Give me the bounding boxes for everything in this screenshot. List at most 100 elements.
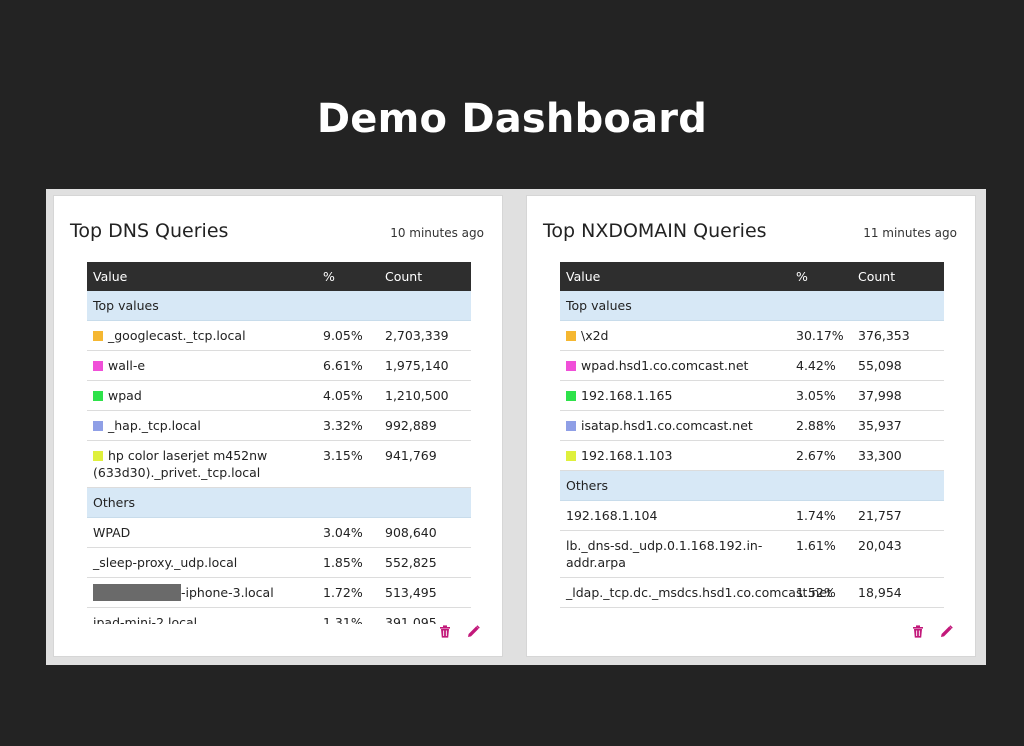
row-pct: 3.15% xyxy=(317,440,379,488)
table-row[interactable]: 192.168.1.103 2.67% 33,300 xyxy=(560,440,944,471)
row-value-text: _ldap._tcp.dc._msdcs.hsd1.co.comcast.net xyxy=(566,585,832,600)
table-row[interactable]: wpad 4.05% 1,210,500 xyxy=(87,380,471,411)
row-count: 55,098 xyxy=(852,350,944,381)
section-others: Others xyxy=(87,487,471,518)
row-value-text: WPAD xyxy=(93,525,131,540)
row-value-text: _hap._tcp.local xyxy=(108,418,201,433)
row-count: 513,495 xyxy=(379,577,471,608)
widget-actions xyxy=(439,625,480,638)
row-pct: 1.72% xyxy=(317,577,379,608)
row-value: isatap.hsd1.co.comcast.net xyxy=(560,410,790,441)
slide-title: Demo Dashboard xyxy=(316,96,708,142)
row-pct: 3.05% xyxy=(790,380,852,411)
table-body: Top values \x2d 30.17% 376,353 wpad.hsd1… xyxy=(560,291,944,608)
table-row[interactable]: wpad.hsd1.co.comcast.net 4.42% 55,098 xyxy=(560,350,944,381)
row-value-text: 192.168.1.103 xyxy=(581,448,673,463)
row-pct: 4.05% xyxy=(317,380,379,411)
row-value-text: 192.168.1.104 xyxy=(566,508,658,523)
row-value-text: wpad xyxy=(108,388,142,403)
row-value: 192.168.1.103 xyxy=(560,440,790,471)
row-count: 1,975,140 xyxy=(379,350,471,381)
table-container[interactable]: Value % Count Top values \x2d 30.17% 376… xyxy=(560,262,944,624)
row-pct: 4.42% xyxy=(790,350,852,381)
table-row[interactable]: 192.168.1.104 1.74% 21,757 xyxy=(560,500,944,531)
table-row[interactable]: -iphone-3.local 1.72% 513,495 xyxy=(87,577,471,608)
table-row[interactable]: \x2d 30.17% 376,353 xyxy=(560,320,944,351)
legend-swatch xyxy=(93,361,103,371)
row-value-text: lb._dns-sd._udp.0.1.168.192.in-addr.arpa xyxy=(566,538,763,570)
header-count[interactable]: Count xyxy=(852,262,944,291)
row-value: _sleep-proxy._udp.local xyxy=(87,547,317,578)
row-count: 391,095 xyxy=(379,607,471,624)
row-pct: 1.74% xyxy=(790,500,852,531)
table-row[interactable]: _sleep-proxy._udp.local 1.85% 552,825 xyxy=(87,547,471,578)
widget-top-dns-queries: Top DNS Queries 10 minutes ago Value % C… xyxy=(53,195,503,657)
row-count: 18,954 xyxy=(852,577,944,608)
section-label: Others xyxy=(560,470,944,501)
row-value: wall-e xyxy=(87,350,317,381)
header-pct[interactable]: % xyxy=(317,262,379,291)
table-row[interactable]: WPAD 3.04% 908,640 xyxy=(87,517,471,548)
row-count: 376,353 xyxy=(852,320,944,351)
row-value: \x2d xyxy=(560,320,790,351)
table-row[interactable]: lb._dns-sd._udp.0.1.168.192.in-addr.arpa… xyxy=(560,530,944,578)
header-value[interactable]: Value xyxy=(87,262,317,291)
row-value-text: _googlecast._tcp.local xyxy=(108,328,246,343)
row-value: wpad xyxy=(87,380,317,411)
row-count: 21,757 xyxy=(852,500,944,531)
row-value: ipad-mini-2.local xyxy=(87,607,317,624)
pencil-icon[interactable] xyxy=(467,625,480,638)
row-value-text: wall-e xyxy=(108,358,146,373)
legend-swatch xyxy=(566,421,576,431)
row-value: _hap._tcp.local xyxy=(87,410,317,441)
table-row[interactable]: hp color laserjet m452nw (633d30)._prive… xyxy=(87,440,471,488)
row-value: WPAD xyxy=(87,517,317,548)
row-pct: 1.85% xyxy=(317,547,379,578)
table-row[interactable]: 192.168.1.165 3.05% 37,998 xyxy=(560,380,944,411)
header-count[interactable]: Count xyxy=(379,262,471,291)
header-pct[interactable]: % xyxy=(790,262,852,291)
header-value[interactable]: Value xyxy=(560,262,790,291)
section-top-values: Top values xyxy=(87,291,471,321)
section-label: Top values xyxy=(87,291,471,321)
redacted-block xyxy=(93,584,181,601)
row-value: wpad.hsd1.co.comcast.net xyxy=(560,350,790,381)
row-pct: 2.67% xyxy=(790,440,852,471)
row-count: 37,998 xyxy=(852,380,944,411)
table-body: Top values _googlecast._tcp.local 9.05% … xyxy=(87,291,471,624)
row-value-text: wpad.hsd1.co.comcast.net xyxy=(581,358,749,373)
widget-top-nxdomain-queries: Top NXDOMAIN Queries 11 minutes ago Valu… xyxy=(526,195,976,657)
pencil-icon[interactable] xyxy=(940,625,953,638)
legend-swatch xyxy=(566,451,576,461)
legend-swatch xyxy=(566,391,576,401)
legend-swatch xyxy=(93,421,103,431)
trash-icon[interactable] xyxy=(439,625,451,638)
legend-swatch xyxy=(566,331,576,341)
row-count: 552,825 xyxy=(379,547,471,578)
widget-title: Top DNS Queries xyxy=(70,220,229,242)
table-header: Value % Count xyxy=(560,262,944,291)
trash-icon[interactable] xyxy=(912,625,924,638)
row-value: 192.168.1.104 xyxy=(560,500,790,531)
row-count: 33,300 xyxy=(852,440,944,471)
row-value-text: 192.168.1.165 xyxy=(581,388,673,403)
row-value-text: ipad-mini-2.local xyxy=(93,615,198,624)
legend-swatch xyxy=(566,361,576,371)
table-row[interactable]: _ldap._tcp.dc._msdcs.hsd1.co.comcast.net… xyxy=(560,577,944,608)
row-count: 941,769 xyxy=(379,440,471,488)
table-row[interactable]: _hap._tcp.local 3.32% 992,889 xyxy=(87,410,471,441)
widget-timestamp: 10 minutes ago xyxy=(390,226,484,240)
row-pct: 9.05% xyxy=(317,320,379,351)
widget-actions xyxy=(912,625,953,638)
row-pct: 2.88% xyxy=(790,410,852,441)
table-row[interactable]: _googlecast._tcp.local 9.05% 2,703,339 xyxy=(87,320,471,351)
row-count: 20,043 xyxy=(852,530,944,578)
table-row[interactable]: isatap.hsd1.co.comcast.net 2.88% 35,937 xyxy=(560,410,944,441)
table-container[interactable]: Value % Count Top values _googlecast._tc… xyxy=(87,262,471,624)
row-value-text: \x2d xyxy=(581,328,609,343)
row-value: lb._dns-sd._udp.0.1.168.192.in-addr.arpa xyxy=(560,530,790,578)
table-row[interactable]: wall-e 6.61% 1,975,140 xyxy=(87,350,471,381)
row-pct: 1.31% xyxy=(317,607,379,624)
table-row[interactable]: ipad-mini-2.local 1.31% 391,095 xyxy=(87,607,471,624)
row-value-text: hp color laserjet m452nw (633d30)._prive… xyxy=(93,448,268,480)
